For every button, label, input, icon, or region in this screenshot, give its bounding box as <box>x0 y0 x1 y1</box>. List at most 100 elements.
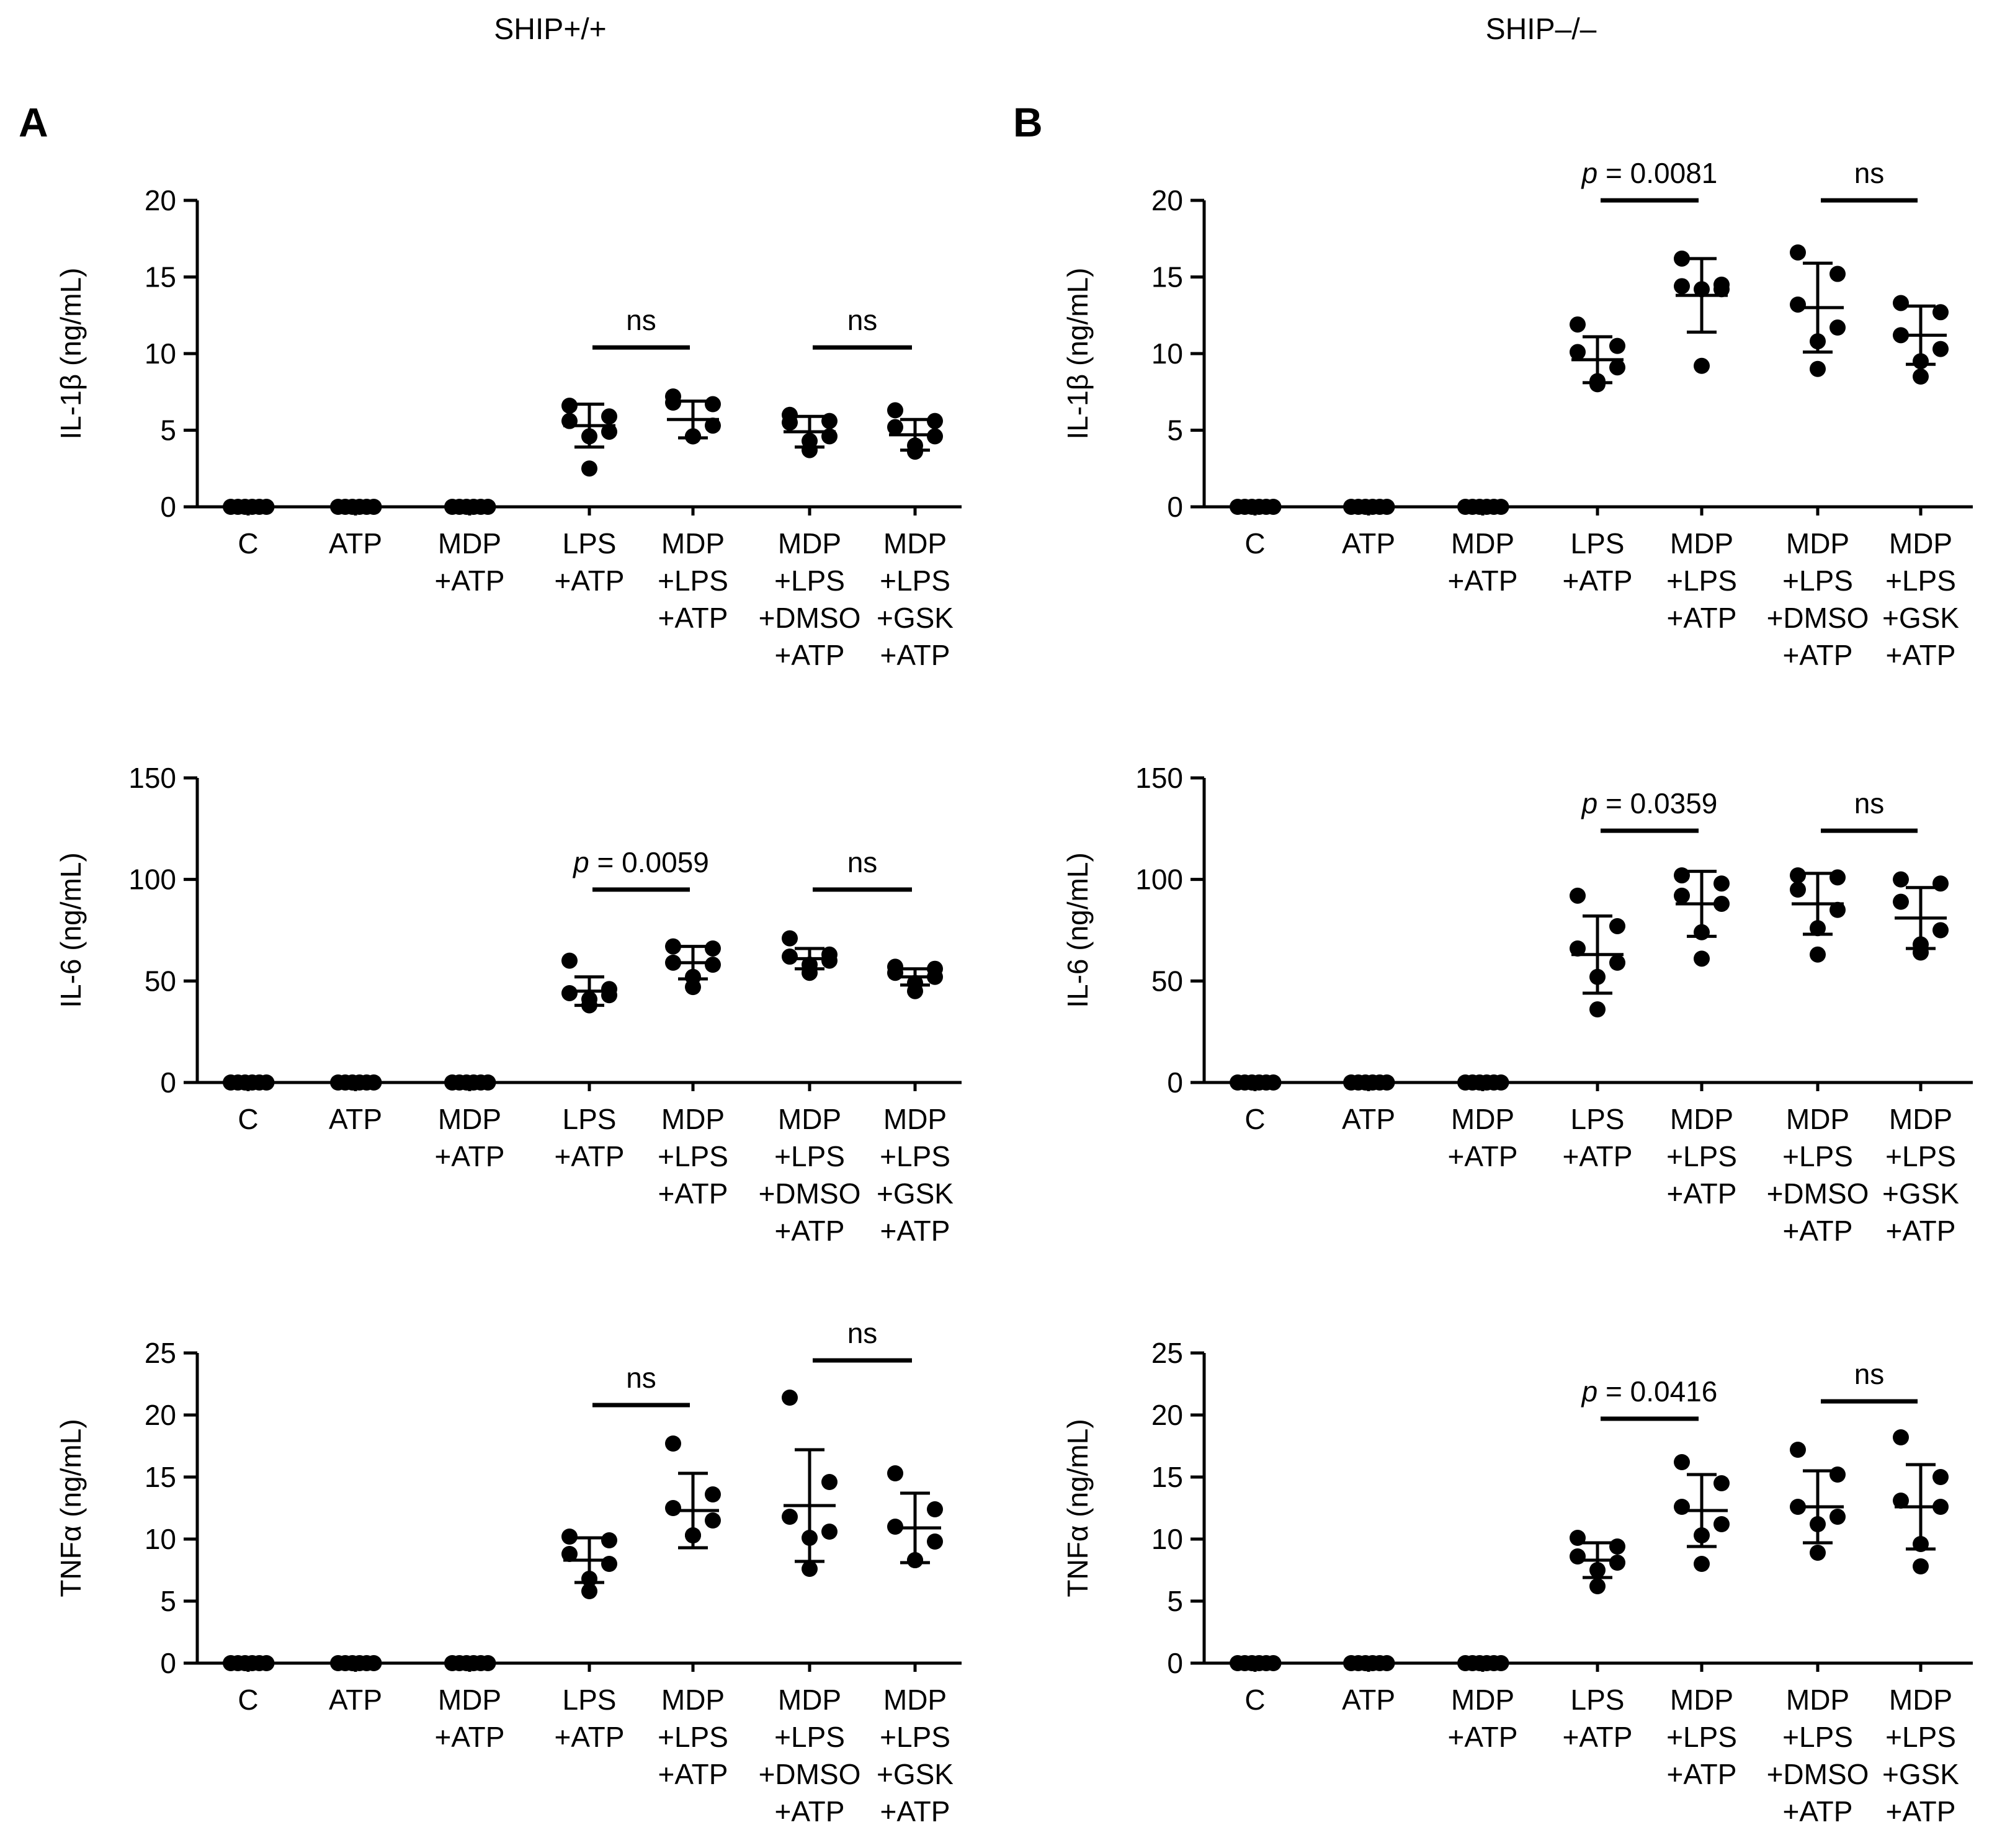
x-tick-label: MDP <box>438 527 501 560</box>
x-tick-label: LPS <box>563 527 617 560</box>
data-point <box>887 965 903 981</box>
x-tick-label: C <box>1244 1684 1265 1716</box>
comparison-label: ns <box>1854 1358 1885 1390</box>
data-point <box>1790 1442 1806 1458</box>
y-tick-label: 0 <box>1167 1647 1183 1679</box>
data-point <box>665 954 681 971</box>
x-tick-label: MDP <box>1889 527 1952 560</box>
data-point <box>782 1390 798 1406</box>
x-tick-label: MDP <box>661 527 725 560</box>
data-point <box>1694 281 1710 298</box>
x-tick-label: +LPS <box>1885 1140 1956 1172</box>
y-tick-label: 50 <box>145 965 176 997</box>
y-tick-label: 15 <box>1151 1461 1183 1493</box>
y-tick-label: 5 <box>1167 414 1183 447</box>
x-tick-label: MDP <box>883 527 947 560</box>
x-tick-label: C <box>238 1103 258 1135</box>
comparison-label: ns <box>847 846 878 878</box>
data-point <box>1932 875 1949 892</box>
x-tick-label: +LPS <box>1666 1721 1737 1753</box>
data-point <box>1913 368 1929 385</box>
data-point <box>1829 319 1846 336</box>
data-point <box>581 1583 597 1599</box>
x-tick-label: +LPS <box>658 1140 728 1172</box>
plot-a-0: 0 5 10 15 20 IL-1β (ng/mL) C ATP MDP +ATP LPS +ATP M… <box>55 184 962 671</box>
x-tick-label: +GSK <box>877 1758 954 1790</box>
x-tick-label: +GSK <box>1882 602 1959 634</box>
data-point <box>821 413 838 429</box>
data-point <box>1609 1538 1625 1555</box>
y-tick-label: 150 <box>128 762 176 794</box>
data-point <box>480 1074 496 1091</box>
data-point <box>1609 954 1625 971</box>
y-tick-label: 5 <box>160 1585 176 1617</box>
data-point <box>821 428 838 445</box>
data-point <box>1674 867 1690 884</box>
data-point <box>561 952 578 969</box>
data-point <box>561 413 578 429</box>
x-tick-label: +ATP <box>1448 1140 1518 1172</box>
x-tick-label: +ATP <box>1667 602 1737 634</box>
x-tick-label: +GSK <box>877 602 954 634</box>
x-tick-label: +ATP <box>1563 1140 1633 1172</box>
x-tick-label: +LPS <box>880 565 950 597</box>
data-point <box>782 1509 798 1525</box>
x-tick-label: LPS <box>563 1684 617 1716</box>
data-point <box>1589 376 1606 393</box>
data-point <box>1893 1429 1909 1445</box>
data-point <box>685 979 701 996</box>
data-point <box>705 1512 721 1529</box>
y-tick-label: 10 <box>1151 337 1183 370</box>
data-point <box>665 1435 681 1452</box>
comparison-label: ns <box>626 1362 656 1394</box>
column-title-ship-wt: SHIP+/+ <box>494 13 606 46</box>
column-title-ship-ko: SHIP–/– <box>1486 13 1597 46</box>
data-point <box>802 1561 818 1577</box>
data-point <box>1913 944 1929 961</box>
x-tick-label: +ATP <box>1886 639 1956 671</box>
x-tick-label: +ATP <box>435 1721 505 1753</box>
data-point <box>601 987 617 1004</box>
x-tick-label: +ATP <box>880 1795 950 1828</box>
data-point <box>1790 244 1806 261</box>
data-point <box>1570 316 1586 333</box>
x-tick-label: MDP <box>1451 1684 1514 1716</box>
x-tick-label: LPS <box>1571 527 1625 560</box>
data-point <box>1829 869 1846 886</box>
data-point <box>802 1530 818 1546</box>
data-point <box>1694 924 1710 940</box>
x-tick-label: +ATP <box>555 565 625 597</box>
y-axis-title: IL-1β (ng/mL) <box>1061 268 1094 440</box>
comparison-label: ns <box>847 304 878 336</box>
data-point <box>1674 278 1690 295</box>
y-tick-label: 0 <box>1167 491 1183 523</box>
data-point <box>561 984 578 1001</box>
data-point <box>1790 882 1806 898</box>
data-point <box>1810 920 1826 937</box>
x-tick-label: LPS <box>1571 1103 1625 1135</box>
data-point <box>1829 266 1846 282</box>
data-point <box>1609 337 1625 354</box>
data-point <box>782 949 798 965</box>
data-point <box>907 1552 923 1568</box>
x-tick-label: MDP <box>1786 527 1849 560</box>
x-tick-label: LPS <box>1571 1684 1625 1716</box>
comparison-label: ns <box>847 1317 878 1349</box>
x-tick-label: MDP <box>1889 1684 1952 1716</box>
data-point <box>887 1465 903 1481</box>
data-point <box>821 952 838 969</box>
data-point <box>1810 1545 1826 1561</box>
data-point <box>561 397 578 414</box>
x-tick-label: MDP <box>438 1684 501 1716</box>
x-tick-label: LPS <box>563 1103 617 1135</box>
x-tick-label: +ATP <box>880 1215 950 1247</box>
data-point <box>1913 353 1929 370</box>
x-tick-label: +ATP <box>658 602 728 634</box>
data-point <box>1674 1499 1690 1515</box>
data-point <box>561 1546 578 1562</box>
data-point <box>927 1501 943 1517</box>
x-tick-label: +LPS <box>1782 1140 1853 1172</box>
y-tick-label: 15 <box>145 261 176 293</box>
data-point <box>258 499 275 515</box>
data-point <box>1810 946 1826 963</box>
